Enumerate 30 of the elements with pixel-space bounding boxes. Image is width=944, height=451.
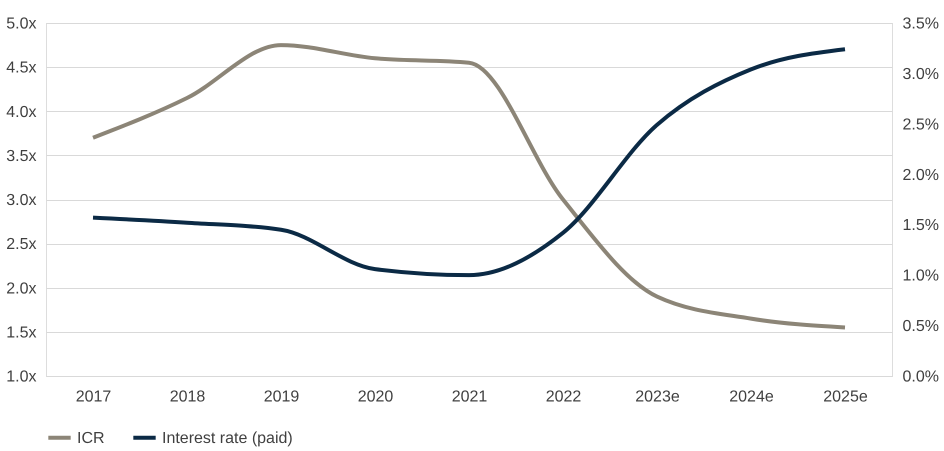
y2-tick-label: 1.0%	[902, 268, 939, 285]
x-tick-label: 2017	[76, 388, 112, 406]
y2-tick-label: 2.0%	[902, 166, 939, 184]
y-tick-label: 4.5x	[6, 60, 36, 77]
legend-label: Interest rate (paid)	[162, 430, 293, 447]
line-series	[91, 43, 847, 330]
x-tick-label: 2018	[170, 388, 206, 406]
y2-tick-label: 3.0%	[902, 66, 939, 83]
line-series	[91, 47, 847, 278]
y-tick-label: 1.0x	[6, 368, 36, 386]
x-tick-label: 2023e	[635, 388, 680, 406]
y2-tick-label: 1.5%	[902, 217, 939, 234]
y-tick-label: 1.5x	[6, 324, 36, 342]
y2-tick-label: 2.5%	[902, 116, 939, 134]
y-tick-label: 4.0x	[6, 104, 36, 121]
x-tick-label: 2022	[546, 388, 582, 406]
y-tick-label: 3.0x	[6, 192, 36, 209]
x-tick-label: 2020	[358, 388, 394, 406]
y-tick-label: 5.0x	[6, 16, 36, 32]
y2-tick-label: 0.5%	[902, 318, 939, 336]
legend-label: ICR	[77, 430, 105, 447]
y-tick-label: 3.5x	[6, 148, 36, 165]
x-tick-label: 2019	[264, 388, 300, 406]
y2-tick-label: 0.0%	[902, 368, 939, 386]
y2-tick-label: 3.5%	[902, 16, 939, 32]
y-tick-label: 2.0x	[6, 280, 36, 298]
x-tick-label: 2021	[452, 388, 488, 406]
y-tick-label: 2.5x	[6, 236, 36, 254]
x-tick-label: 2024e	[729, 388, 774, 406]
x-tick-label: 2025e	[823, 388, 868, 406]
